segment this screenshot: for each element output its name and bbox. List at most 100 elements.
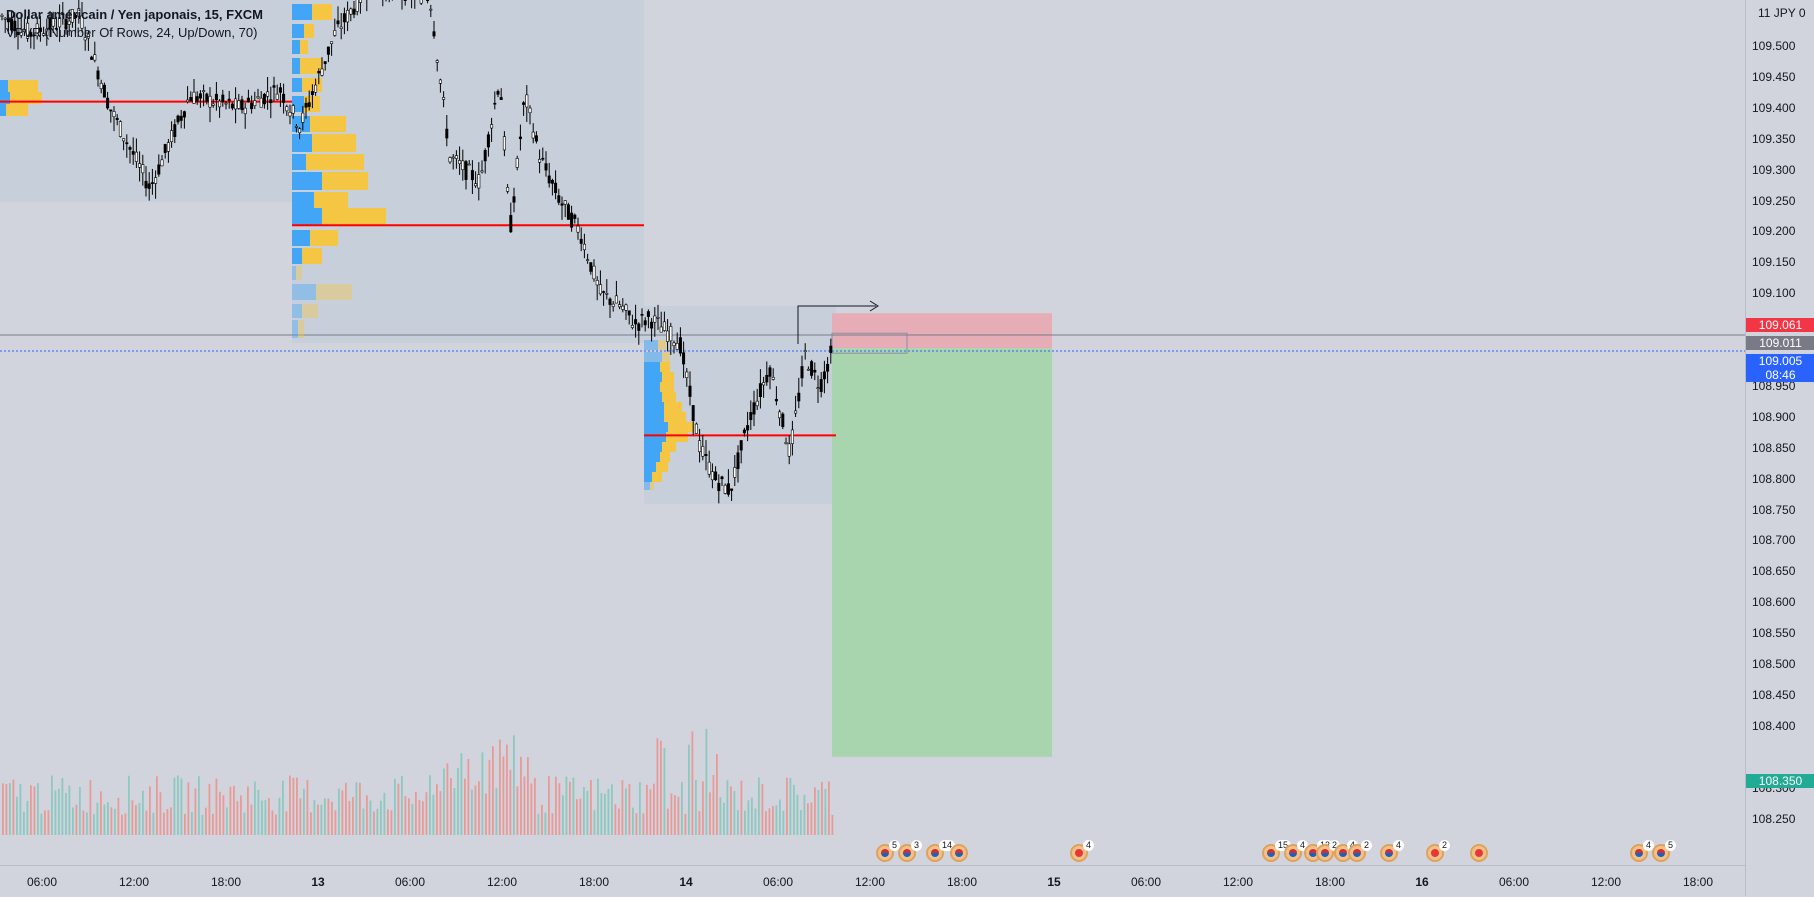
volume-bar xyxy=(327,798,330,835)
candle-body xyxy=(630,325,634,328)
volume-bar xyxy=(82,810,85,835)
volume-bar xyxy=(604,793,606,835)
chart-pane[interactable] xyxy=(0,0,1745,865)
volume-bar xyxy=(495,787,498,835)
event-count-badge: 2 xyxy=(1439,840,1451,851)
vp-bar-up xyxy=(292,78,302,92)
candle-body xyxy=(723,484,727,494)
volume-bar xyxy=(243,812,246,835)
position-entry-box xyxy=(831,332,908,354)
candle-body xyxy=(464,161,468,180)
economic-event-icon[interactable]: 4 xyxy=(1380,840,1405,862)
candle-body xyxy=(29,32,33,37)
candle-body xyxy=(490,124,494,129)
price-tick: 109.300 xyxy=(1752,162,1796,177)
economic-event-icon[interactable]: 15 xyxy=(1262,840,1292,862)
vp-bar-up xyxy=(644,452,660,462)
candle-body xyxy=(525,94,529,108)
candle-body xyxy=(141,164,145,174)
volume-bar xyxy=(96,802,99,835)
volume-bar xyxy=(425,792,428,835)
time-axis[interactable]: 06:00 12:00 18:00 13 06:00 12:00 18:00 14 06:00 1… xyxy=(0,865,1745,897)
price-tick: 108.250 xyxy=(1752,811,1796,826)
economic-event-icon[interactable]: 5 xyxy=(876,840,901,862)
time-tick: 12:00 xyxy=(1590,875,1622,889)
vp-bar-up xyxy=(644,432,666,442)
candle-body xyxy=(704,454,708,456)
volume-bar xyxy=(502,756,505,835)
candle-body xyxy=(314,84,318,93)
candle-body xyxy=(803,350,807,353)
vp-bar-down xyxy=(314,192,348,208)
economic-event-icon[interactable]: 5 xyxy=(1652,840,1677,862)
vp-session-box xyxy=(292,0,644,343)
economic-event-icon[interactable]: 4 xyxy=(1284,840,1309,862)
volume-bar xyxy=(152,812,155,835)
price-axis[interactable]: 109.500 109.450 109.400 109.350 109.300 109.2… xyxy=(1745,0,1814,896)
volume-bar xyxy=(597,778,599,835)
economic-event-icon[interactable]: 2 xyxy=(1426,840,1451,862)
candle-body xyxy=(275,93,279,100)
economic-event-icon[interactable]: 4 xyxy=(1630,840,1655,862)
candle-body xyxy=(234,98,238,110)
volume-bar xyxy=(331,801,333,835)
candle-body xyxy=(598,284,602,295)
vp-bar-down xyxy=(660,452,670,462)
economic-event-icon[interactable]: 14 xyxy=(926,840,956,862)
candle-body xyxy=(426,0,430,1)
volume-bar xyxy=(229,786,232,835)
candle-body xyxy=(752,402,756,415)
economic-event-icon[interactable]: 2 xyxy=(1316,840,1341,862)
volume-bar xyxy=(478,781,480,835)
candle-body xyxy=(541,157,545,160)
vp-bar-down xyxy=(306,154,364,170)
vp-bar-down xyxy=(662,372,674,382)
candle-body xyxy=(698,440,702,453)
vp-bar-up xyxy=(644,352,662,362)
volume-bar xyxy=(212,813,214,835)
indicator-title[interactable]: VPVR (Number Of Rows, 24, Up/Down, 70) xyxy=(6,25,258,40)
candle-body xyxy=(90,56,94,60)
volume-bar xyxy=(768,808,771,835)
price-tick: 108.900 xyxy=(1752,409,1796,424)
volume-bar xyxy=(800,809,802,835)
candle-body xyxy=(173,124,177,137)
candle-body xyxy=(198,93,202,99)
candle-body xyxy=(35,23,39,37)
candle-body xyxy=(74,14,78,19)
volume-bar xyxy=(65,792,67,835)
price-chart[interactable] xyxy=(0,0,1745,865)
economic-event-icon[interactable] xyxy=(1470,844,1488,862)
volume-bar xyxy=(765,811,767,835)
candle-body xyxy=(256,96,260,99)
volume-bar xyxy=(334,810,337,835)
vp-bar-up xyxy=(644,340,658,350)
vp-bar-up xyxy=(292,4,312,20)
symbol-title[interactable]: Dollar américain / Yen japonais, 15, FXC… xyxy=(6,7,263,22)
volume-bar xyxy=(268,798,270,835)
volume-bar xyxy=(586,790,589,835)
currency-label[interactable]: 11 JPY 0 xyxy=(1758,6,1806,20)
economic-event-icon[interactable]: 2 xyxy=(1348,840,1373,862)
candle-body xyxy=(819,379,823,392)
volume-bar xyxy=(471,789,473,835)
volume-bar xyxy=(758,777,760,835)
candle-body xyxy=(218,100,222,108)
chart-legend[interactable]: Dollar américain / Yen japonais, 15, FXC… xyxy=(6,6,263,42)
candle-body xyxy=(346,10,350,23)
candle-body xyxy=(774,398,778,402)
vp-bar-up xyxy=(0,80,8,92)
candle-body xyxy=(458,160,462,165)
candle-body xyxy=(813,369,817,373)
volume-bar xyxy=(719,797,722,835)
candle-body xyxy=(646,311,650,317)
volume-bar xyxy=(170,807,172,835)
volume-bar xyxy=(429,775,431,835)
volume-bar xyxy=(226,807,228,835)
candle-body xyxy=(547,175,551,184)
economic-event-icon[interactable]: 4 xyxy=(1070,840,1095,862)
economic-event-icon[interactable]: 3 xyxy=(898,840,923,862)
arrow-head xyxy=(869,300,879,312)
economic-event-icon[interactable] xyxy=(950,844,968,862)
